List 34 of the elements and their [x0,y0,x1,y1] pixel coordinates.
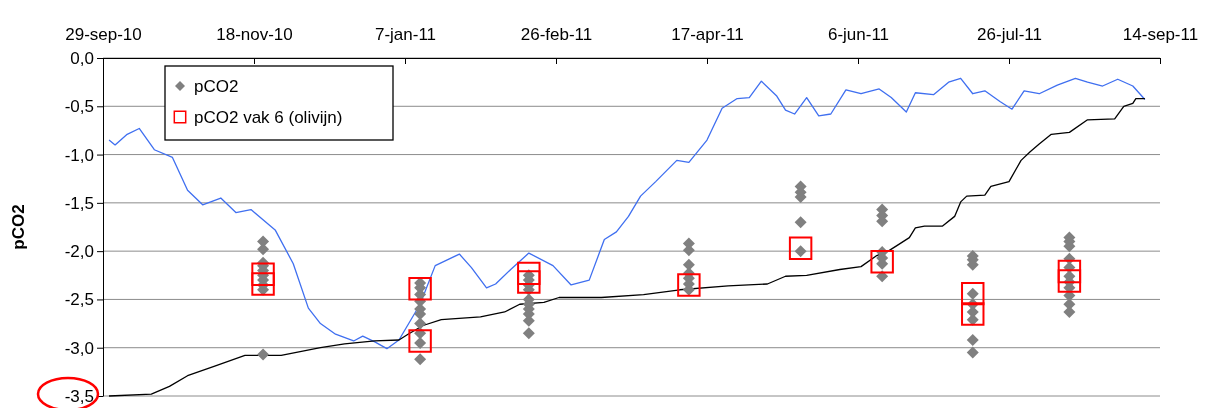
x-tick-label: 14-sep-11 [1122,24,1199,44]
y-tick-label: -3,0 [64,338,94,358]
point [408,277,432,301]
point [788,236,813,260]
point [870,250,894,274]
point [408,329,432,353]
x-tick-label: 17-apr-11 [671,24,744,44]
point [251,262,275,287]
y-tick-label: -2,0 [64,242,94,262]
point [677,273,701,297]
point [251,272,275,296]
legend-label: pCO2 [194,77,239,96]
x-tick-label: 26-jul-11 [977,24,1042,44]
x-tick-label: 26-feb-11 [520,24,593,44]
point [1057,259,1082,284]
point [517,261,541,286]
line-series [108,77,1146,350]
legend-label: pCO2 vak 6 (olivijn) [194,108,343,127]
y-tick-label: -0,5 [64,97,94,117]
point [1057,269,1082,293]
y-tick-label: -3,5 [64,386,94,406]
y-tick-label: -1,0 [64,145,94,165]
point [517,270,541,294]
point [961,302,985,326]
line-series [108,97,1146,397]
y-tick-label: -2,5 [64,290,94,310]
y-axis-title: pCO2 [9,204,28,250]
y-tick-label: -1,5 [64,193,94,213]
point [961,281,985,306]
x-tick-label: 6-jun-11 [827,24,890,44]
y-tick-label: 0,0 [70,48,94,68]
x-tick-label: 18-nov-10 [216,24,293,44]
x-tick-label: 29-sep-10 [65,24,142,44]
x-tick-label: 7-jan-11 [374,24,437,44]
